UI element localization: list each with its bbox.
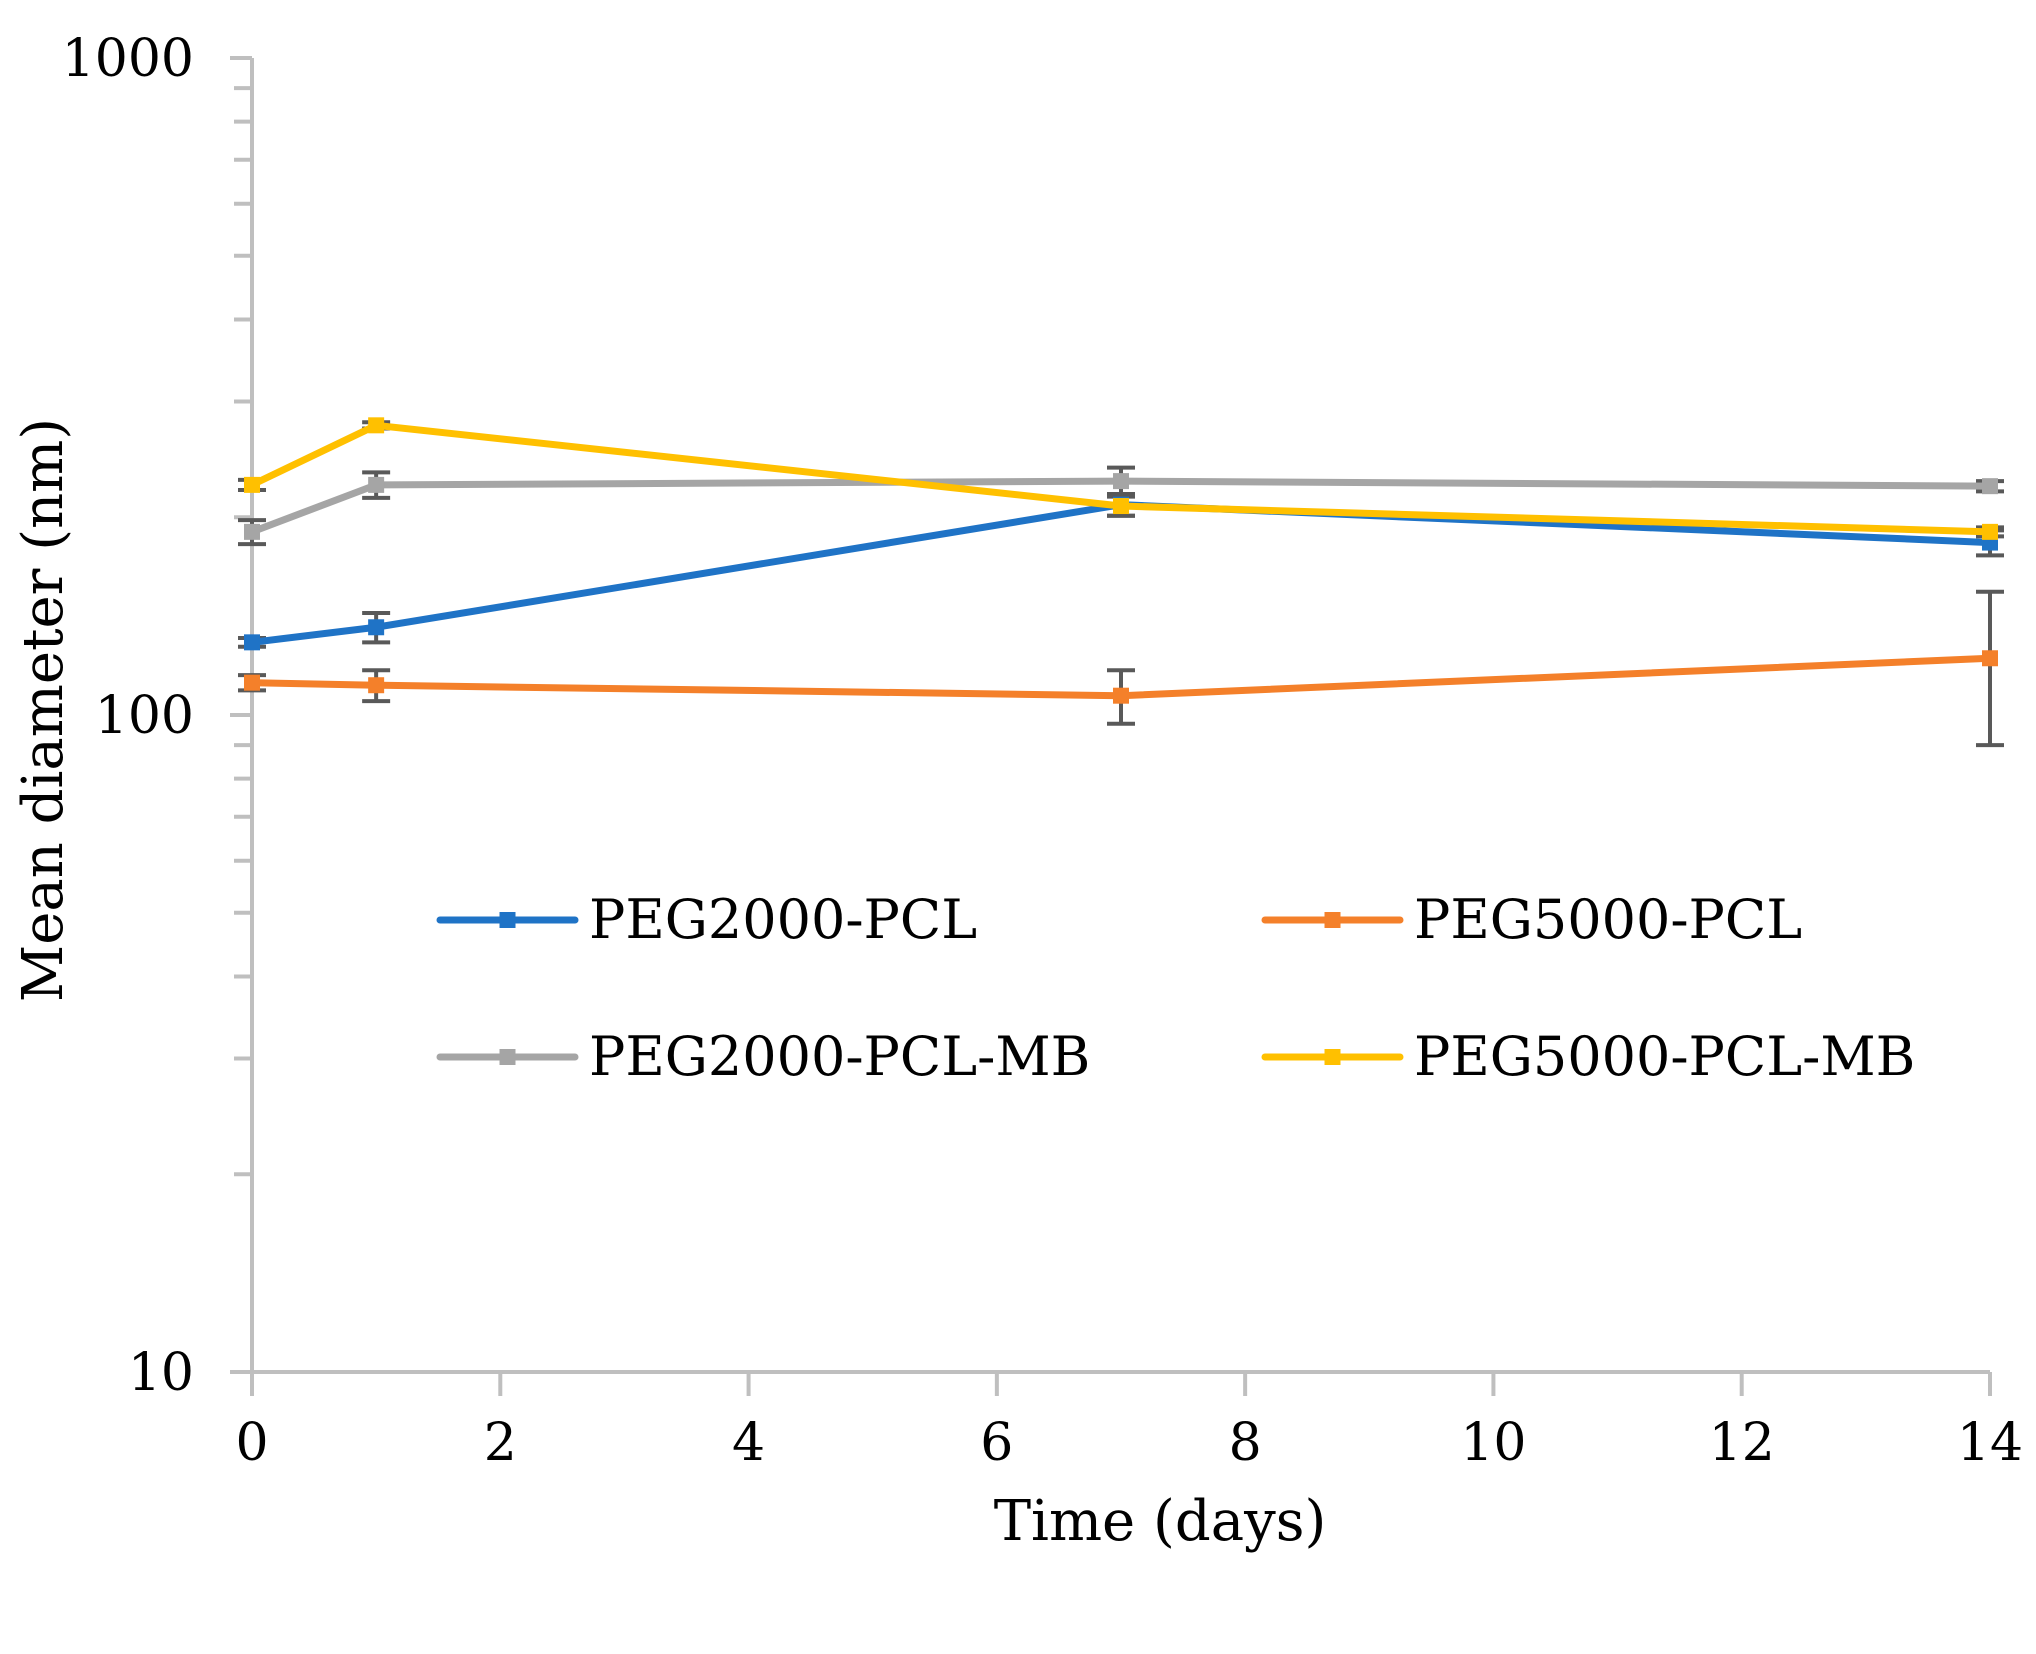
data-point-peg2000-pcl: [368, 619, 385, 636]
data-point-peg5000-pcl-mb: [244, 476, 260, 493]
data-point-peg5000-pcl-mb: [368, 417, 385, 434]
series-line-peg5000-pcl-mb: [248, 421, 1994, 536]
x-axis-label: Time (days): [994, 1489, 1327, 1554]
legend-marker-peg2000-pcl: [499, 912, 516, 928]
y-tick-label: 1000: [62, 29, 194, 89]
series-line-peg5000-pcl: [248, 654, 1994, 700]
legend-label-peg5000-pcl: PEG5000-PCL: [1414, 888, 1802, 951]
data-point-peg2000-pcl-mb: [368, 476, 385, 493]
series-line-peg2000-pcl-mb: [248, 477, 1994, 536]
y-tick-label: 10: [128, 1343, 194, 1403]
data-point-peg5000-pcl: [1113, 687, 1129, 704]
x-tick-label: 14: [1957, 1413, 2023, 1473]
axes: 10 100 1000 0 2 4 6 8 10 12 14: [62, 29, 2023, 1473]
x-tick-label: 4: [732, 1413, 765, 1473]
legend-marker-peg2000-pcl-mb: [499, 1049, 516, 1065]
legend-marker-peg5000-pcl-mb: [1324, 1049, 1341, 1065]
data-point-peg5000-pcl-mb: [1113, 498, 1129, 515]
x-tick-label: 10: [1460, 1413, 1526, 1473]
data-point-peg2000-pcl-mb: [1982, 478, 1998, 495]
x-tick-label: 12: [1709, 1413, 1775, 1473]
data-point-peg5000-pcl-mb: [1982, 523, 1998, 540]
y-axis-label: Mean diameter (nm): [11, 418, 76, 1002]
x-tick-label: 8: [1229, 1413, 1262, 1473]
legend-marker-peg5000-pcl: [1324, 912, 1341, 928]
data-point-peg2000-pcl-mb: [244, 523, 260, 540]
legend-label-peg2000-pcl-mb: PEG2000-PCL-MB: [589, 1025, 1090, 1088]
series-layer: [238, 417, 2004, 748]
x-tick-label: 2: [484, 1413, 517, 1473]
legend-label-peg2000-pcl: PEG2000-PCL: [589, 888, 977, 951]
data-point-peg2000-pcl: [244, 634, 260, 651]
legend: PEG2000-PCL PEG5000-PCL PEG2000-PCL-MB PEG5…: [436, 888, 1915, 1088]
x-tick-label: 0: [235, 1413, 268, 1473]
data-point-peg5000-pcl: [368, 677, 385, 694]
legend-label-peg5000-pcl-mb: PEG5000-PCL-MB: [1414, 1025, 1915, 1088]
data-point-peg5000-pcl: [1982, 650, 1998, 667]
data-point-peg5000-pcl: [244, 674, 260, 691]
y-tick-label: 100: [95, 686, 194, 746]
series-line-peg2000-pcl: [248, 501, 1994, 646]
x-tick-label: 6: [980, 1413, 1013, 1473]
data-point-peg2000-pcl-mb: [1113, 473, 1129, 490]
